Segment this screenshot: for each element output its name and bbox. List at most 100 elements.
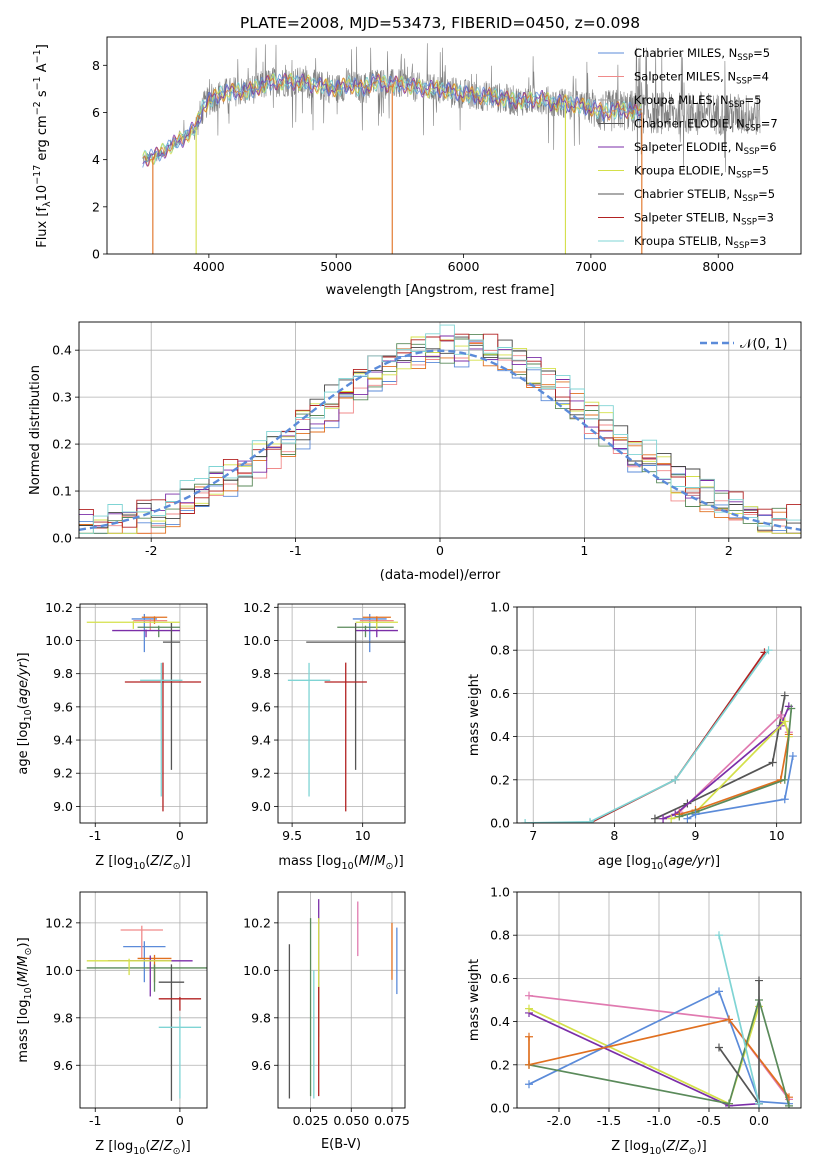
legend-entry: Salpeter STELIB, NSSP=3 xyxy=(634,211,774,228)
y-tick-label: 9.6 xyxy=(251,1058,271,1073)
y-tick-label: 0.3 xyxy=(52,390,72,405)
weight-marker xyxy=(650,814,659,823)
weight-marker xyxy=(675,812,684,821)
axes-frame xyxy=(79,891,208,1109)
weight-marker xyxy=(776,711,785,719)
x-tick-label: -2 xyxy=(145,543,157,558)
x-tick-label: 8000 xyxy=(702,259,734,274)
weight-marker xyxy=(521,819,530,823)
y-tick-label: 10.0 xyxy=(45,633,73,648)
y-tick-label: 0.4 xyxy=(52,343,72,358)
y-tick-label: 10.0 xyxy=(243,963,271,978)
weight-marker xyxy=(586,817,595,823)
legend-entry: Chabrier ELODIE, NSSP=7 xyxy=(634,117,778,134)
x-tick-label: 10 xyxy=(355,828,371,843)
x-axis-label: E(B-V) xyxy=(321,1137,361,1152)
legend-entry: Chabrier STELIB, NSSP=5 xyxy=(634,187,775,204)
plot-area xyxy=(142,43,761,254)
mass-vs-z-panel: -1 0 9.6 9.8 10.0 10.2 Z [log10(Z/Z⊙)] mass [lo… xyxy=(16,891,208,1157)
histogram-step xyxy=(79,324,801,534)
y-tick-label: 9.0 xyxy=(53,799,73,814)
weight-marker xyxy=(725,1015,733,1024)
x-tick-label: 0 xyxy=(436,543,444,558)
x-tick-label: -1.0 xyxy=(647,1113,671,1128)
legend-entry: Kroupa ELODIE, NSSP=5 xyxy=(634,164,769,181)
x-tick-label: 8 xyxy=(610,828,618,843)
y-tick-label: 0.2 xyxy=(490,772,510,787)
y-axis-label: mass [log10(M/M⊙)] xyxy=(16,937,34,1062)
age-vs-z-panel: -1 0 9.0 9.2 9.4 9.6 9.8 10.0 10.2 Z [log10(Z/Z⊙)… xyxy=(16,600,208,872)
weight-series-line xyxy=(718,935,760,1104)
x-tick-label: 0 xyxy=(176,1113,184,1128)
plot-area xyxy=(86,925,207,1101)
y-tick-label: 9.8 xyxy=(53,1010,73,1025)
y-tick-label: 9.6 xyxy=(53,1058,73,1073)
x-axis-label: Z [log10(Z/Z⊙)] xyxy=(95,854,190,872)
y-tick-label: 0.6 xyxy=(490,971,510,986)
x-tick-label: 0.0 xyxy=(749,1113,769,1128)
axes-frame xyxy=(78,321,802,539)
x-tick-label: 0 xyxy=(176,828,184,843)
y-tick-label: 0.8 xyxy=(490,643,510,658)
mass-weight-vs-age-panel: 7 8 9 10 0.0 0.2 0.4 0.6 0.8 1.0 age [log10(age/yr… xyxy=(467,600,802,872)
mass-weight-vs-z-panel: -2.0 -1.5 -1.0 -0.5 0.0 0.0 0.2 0.4 0.6 0.8 1.0 Z [… xyxy=(467,885,802,1157)
axes-frame xyxy=(277,603,406,824)
plot-area xyxy=(525,931,793,1108)
weight-series-line xyxy=(528,996,790,1107)
y-tick-label: 2 xyxy=(92,199,100,214)
weight-series-line xyxy=(654,695,786,820)
weight-marker xyxy=(755,1099,763,1108)
legend-entry: Kroupa STELIB, NSSP=3 xyxy=(634,234,766,251)
residual-histogram-panel: -2 -1 0 1 2 0.0 0.1 0.2 0.3 0.4 (data-model)/error… xyxy=(28,321,802,583)
x-tick-label: 9.5 xyxy=(282,828,302,843)
x-tick-label: 2 xyxy=(725,543,733,558)
weight-series-line xyxy=(662,713,790,820)
y-tick-label: 9.0 xyxy=(251,799,271,814)
axes-frame xyxy=(277,891,406,1109)
axes-frame xyxy=(79,603,208,824)
x-tick-label: -1 xyxy=(89,1113,101,1128)
weight-marker xyxy=(764,646,773,655)
y-tick-label: 0.0 xyxy=(490,816,510,831)
y-tick-label: 9.8 xyxy=(251,666,271,681)
weight-marker xyxy=(788,752,797,761)
x-axis-label: mass [log10(M/M⊙)] xyxy=(278,854,403,872)
weight-marker xyxy=(683,814,692,823)
y-tick-label: 9.6 xyxy=(251,699,271,714)
y-axis-label: age [log10(age/yr)] xyxy=(16,652,34,774)
y-tick-label: 4 xyxy=(92,152,100,167)
y-tick-label: 6 xyxy=(92,105,100,120)
weight-marker xyxy=(525,991,533,1000)
x-tick-label: -2.0 xyxy=(547,1113,571,1128)
legend-entry: Kroupa MILES, NSSP=5 xyxy=(634,93,761,110)
y-axis-label: Normed distribution xyxy=(28,365,43,495)
y-axis-label: Flux [fλ10−17 erg cm−2 s−1 A−1] xyxy=(32,44,53,248)
y-tick-label: 1.0 xyxy=(490,600,510,615)
y-tick-label: 9.8 xyxy=(251,1010,271,1025)
model-spectrum-line xyxy=(142,73,642,168)
y-tick-label: 9.4 xyxy=(53,733,73,748)
weight-marker xyxy=(691,810,700,819)
y-tick-label: 0.0 xyxy=(52,531,72,546)
weight-marker xyxy=(667,814,676,823)
figure-title: PLATE=2008, MJD=53473, FIBERID=0450, z=0… xyxy=(240,14,640,32)
weight-series-line xyxy=(528,990,790,1105)
y-tick-label: 0.1 xyxy=(52,484,72,499)
y-tick-label: 0.2 xyxy=(52,437,72,452)
y-tick-label: 10.2 xyxy=(243,600,271,615)
x-tick-label: -1.5 xyxy=(597,1113,621,1128)
y-tick-label: 9.6 xyxy=(53,699,73,714)
weight-marker xyxy=(768,758,777,767)
y-tick-label: 0.0 xyxy=(490,1101,510,1116)
x-tick-label: 6000 xyxy=(448,259,480,274)
x-axis-label: age [log10(age/yr)] xyxy=(598,854,720,872)
weight-marker xyxy=(525,1080,533,1089)
legend-entry: Chabrier MILES, NSSP=5 xyxy=(634,46,770,63)
weight-marker xyxy=(780,775,789,784)
weight-marker xyxy=(525,1060,533,1069)
x-tick-label: 5000 xyxy=(320,259,352,274)
y-tick-label: 10.0 xyxy=(243,633,271,648)
plot-area xyxy=(79,324,801,534)
x-axis-label: Z [log10(Z/Z⊙)] xyxy=(611,1139,706,1157)
weight-series-line xyxy=(528,1012,760,1107)
